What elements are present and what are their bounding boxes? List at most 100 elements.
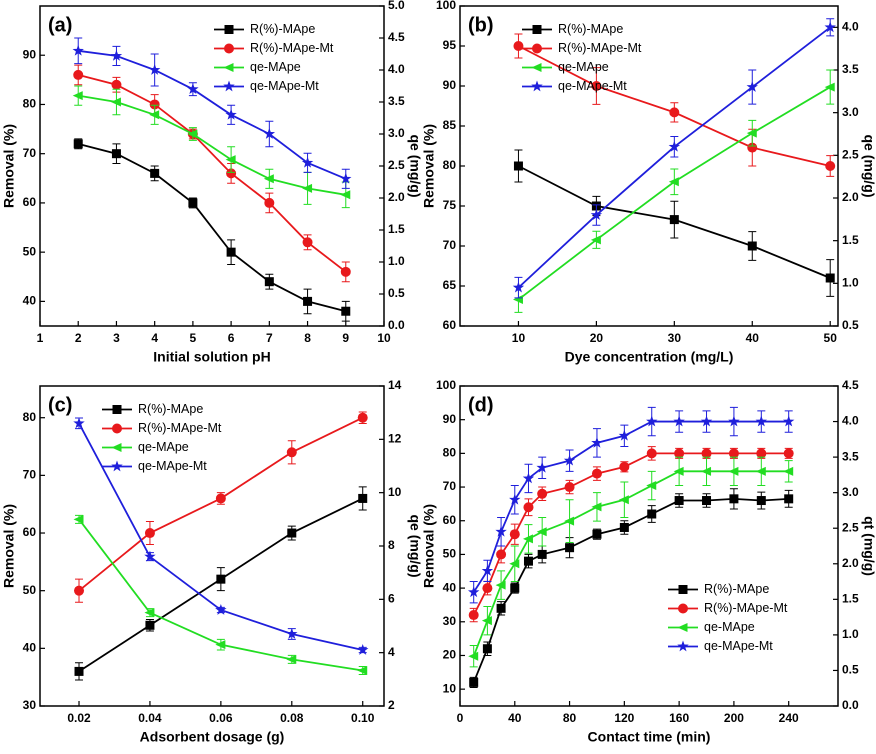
x-tick-label: 0.06 bbox=[209, 711, 233, 725]
marker bbox=[287, 528, 297, 538]
y2-tick-label: 4.5 bbox=[842, 378, 859, 392]
marker bbox=[73, 417, 85, 429]
y-tick-label: 10 bbox=[443, 681, 457, 695]
marker bbox=[824, 21, 836, 33]
y2-tick-label: 4 bbox=[388, 645, 395, 659]
x-tick-label: 0.04 bbox=[138, 711, 162, 725]
y2-tick-label: 0.5 bbox=[842, 663, 859, 677]
legend-label: R(%)-MApe-Mt bbox=[558, 41, 642, 55]
marker bbox=[618, 495, 629, 505]
y-tick-label: 30 bbox=[23, 698, 37, 712]
y2-tick-label: 6 bbox=[388, 592, 395, 606]
y-tick-label: 60 bbox=[443, 513, 457, 527]
y2-tick-label: 2.5 bbox=[842, 520, 859, 534]
marker bbox=[150, 168, 160, 178]
marker bbox=[340, 266, 351, 277]
plot-frame bbox=[39, 5, 385, 327]
y2-tick-label: 0.0 bbox=[842, 698, 859, 712]
y2-tick-label: 0.5 bbox=[388, 286, 405, 300]
y-tick-label: 20 bbox=[443, 648, 457, 662]
marker bbox=[825, 273, 835, 283]
y-tick-label: 70 bbox=[443, 479, 457, 493]
legend-label: R(%)-MApe-Mt bbox=[138, 421, 222, 435]
marker bbox=[226, 247, 236, 257]
y-tick-label: 85 bbox=[443, 118, 457, 132]
y-tick-label: 90 bbox=[443, 412, 457, 426]
marker bbox=[148, 64, 161, 75]
marker bbox=[144, 550, 156, 562]
y2-axis-label: qt (mg/g) bbox=[861, 516, 876, 576]
y2-tick-label: 3.5 bbox=[842, 62, 859, 76]
y2-tick-label: 3.0 bbox=[388, 126, 405, 140]
x-tick-label: 0.10 bbox=[351, 711, 375, 725]
marker bbox=[469, 677, 479, 687]
marker bbox=[357, 666, 368, 676]
legend-label: R(%)-MApe bbox=[558, 22, 623, 36]
y-tick-label: 30 bbox=[443, 614, 457, 628]
x-tick-label: 5 bbox=[190, 331, 197, 345]
marker bbox=[357, 412, 368, 423]
legend-marker bbox=[223, 80, 235, 92]
marker bbox=[756, 496, 766, 506]
marker bbox=[668, 140, 681, 152]
marker bbox=[512, 281, 525, 293]
y-tick-label: 60 bbox=[23, 195, 37, 209]
y2-axis-label: qe (mg/g) bbox=[861, 135, 876, 198]
y2-tick-label: 1.5 bbox=[842, 233, 859, 247]
marker bbox=[825, 161, 836, 171]
legend-label: qe-MApe-Mt bbox=[138, 459, 207, 473]
marker bbox=[674, 448, 685, 459]
marker bbox=[536, 527, 547, 537]
marker bbox=[565, 543, 575, 553]
marker bbox=[564, 516, 575, 526]
y-tick-label: 75 bbox=[443, 198, 457, 212]
legend-label: qe-MApe bbox=[558, 60, 609, 74]
legend-label: R(%)-MApe bbox=[138, 402, 203, 416]
y-tick-label: 95 bbox=[443, 38, 457, 52]
panel-label: (b) bbox=[468, 14, 494, 36]
marker bbox=[72, 91, 83, 101]
marker bbox=[73, 69, 84, 80]
x-tick-label: 40 bbox=[508, 711, 522, 725]
marker bbox=[301, 156, 314, 168]
series-line bbox=[78, 94, 346, 196]
marker bbox=[73, 139, 83, 149]
x-tick-label: 120 bbox=[614, 711, 634, 725]
y-tick-label: 70 bbox=[443, 238, 457, 252]
legend-marker bbox=[223, 63, 234, 72]
marker bbox=[187, 83, 199, 95]
marker bbox=[73, 514, 84, 524]
x-tick-label: 4 bbox=[151, 331, 158, 345]
y-axis-label: Removal (%) bbox=[1, 504, 17, 588]
y2-tick-label: 10 bbox=[388, 485, 402, 499]
marker bbox=[340, 172, 352, 184]
marker bbox=[755, 466, 766, 476]
x-tick-label: 10 bbox=[512, 331, 526, 345]
legend-marker bbox=[532, 25, 542, 34]
marker bbox=[783, 448, 794, 459]
marker bbox=[668, 177, 679, 187]
marker bbox=[215, 604, 227, 615]
marker bbox=[72, 44, 84, 56]
y-tick-label: 100 bbox=[436, 0, 456, 12]
x-tick-label: 50 bbox=[824, 331, 838, 345]
marker bbox=[482, 583, 493, 594]
plot-frame bbox=[459, 385, 839, 707]
panel-label: (d) bbox=[468, 394, 494, 416]
marker bbox=[495, 525, 507, 537]
marker bbox=[537, 488, 548, 499]
marker bbox=[674, 496, 684, 506]
marker bbox=[563, 454, 576, 466]
legend-label: qe-MApe-Mt bbox=[250, 79, 319, 93]
marker bbox=[536, 461, 548, 473]
marker bbox=[74, 585, 85, 596]
y-tick-label: 60 bbox=[443, 318, 457, 332]
legend-marker bbox=[677, 640, 689, 652]
marker bbox=[701, 466, 712, 476]
y2-tick-label: 2.5 bbox=[842, 148, 859, 162]
y-tick-label: 80 bbox=[23, 410, 37, 424]
y2-tick-label: 4.5 bbox=[388, 30, 405, 44]
legend-marker bbox=[224, 43, 234, 54]
marker bbox=[467, 586, 480, 598]
y2-tick-label: 1.0 bbox=[842, 276, 859, 290]
